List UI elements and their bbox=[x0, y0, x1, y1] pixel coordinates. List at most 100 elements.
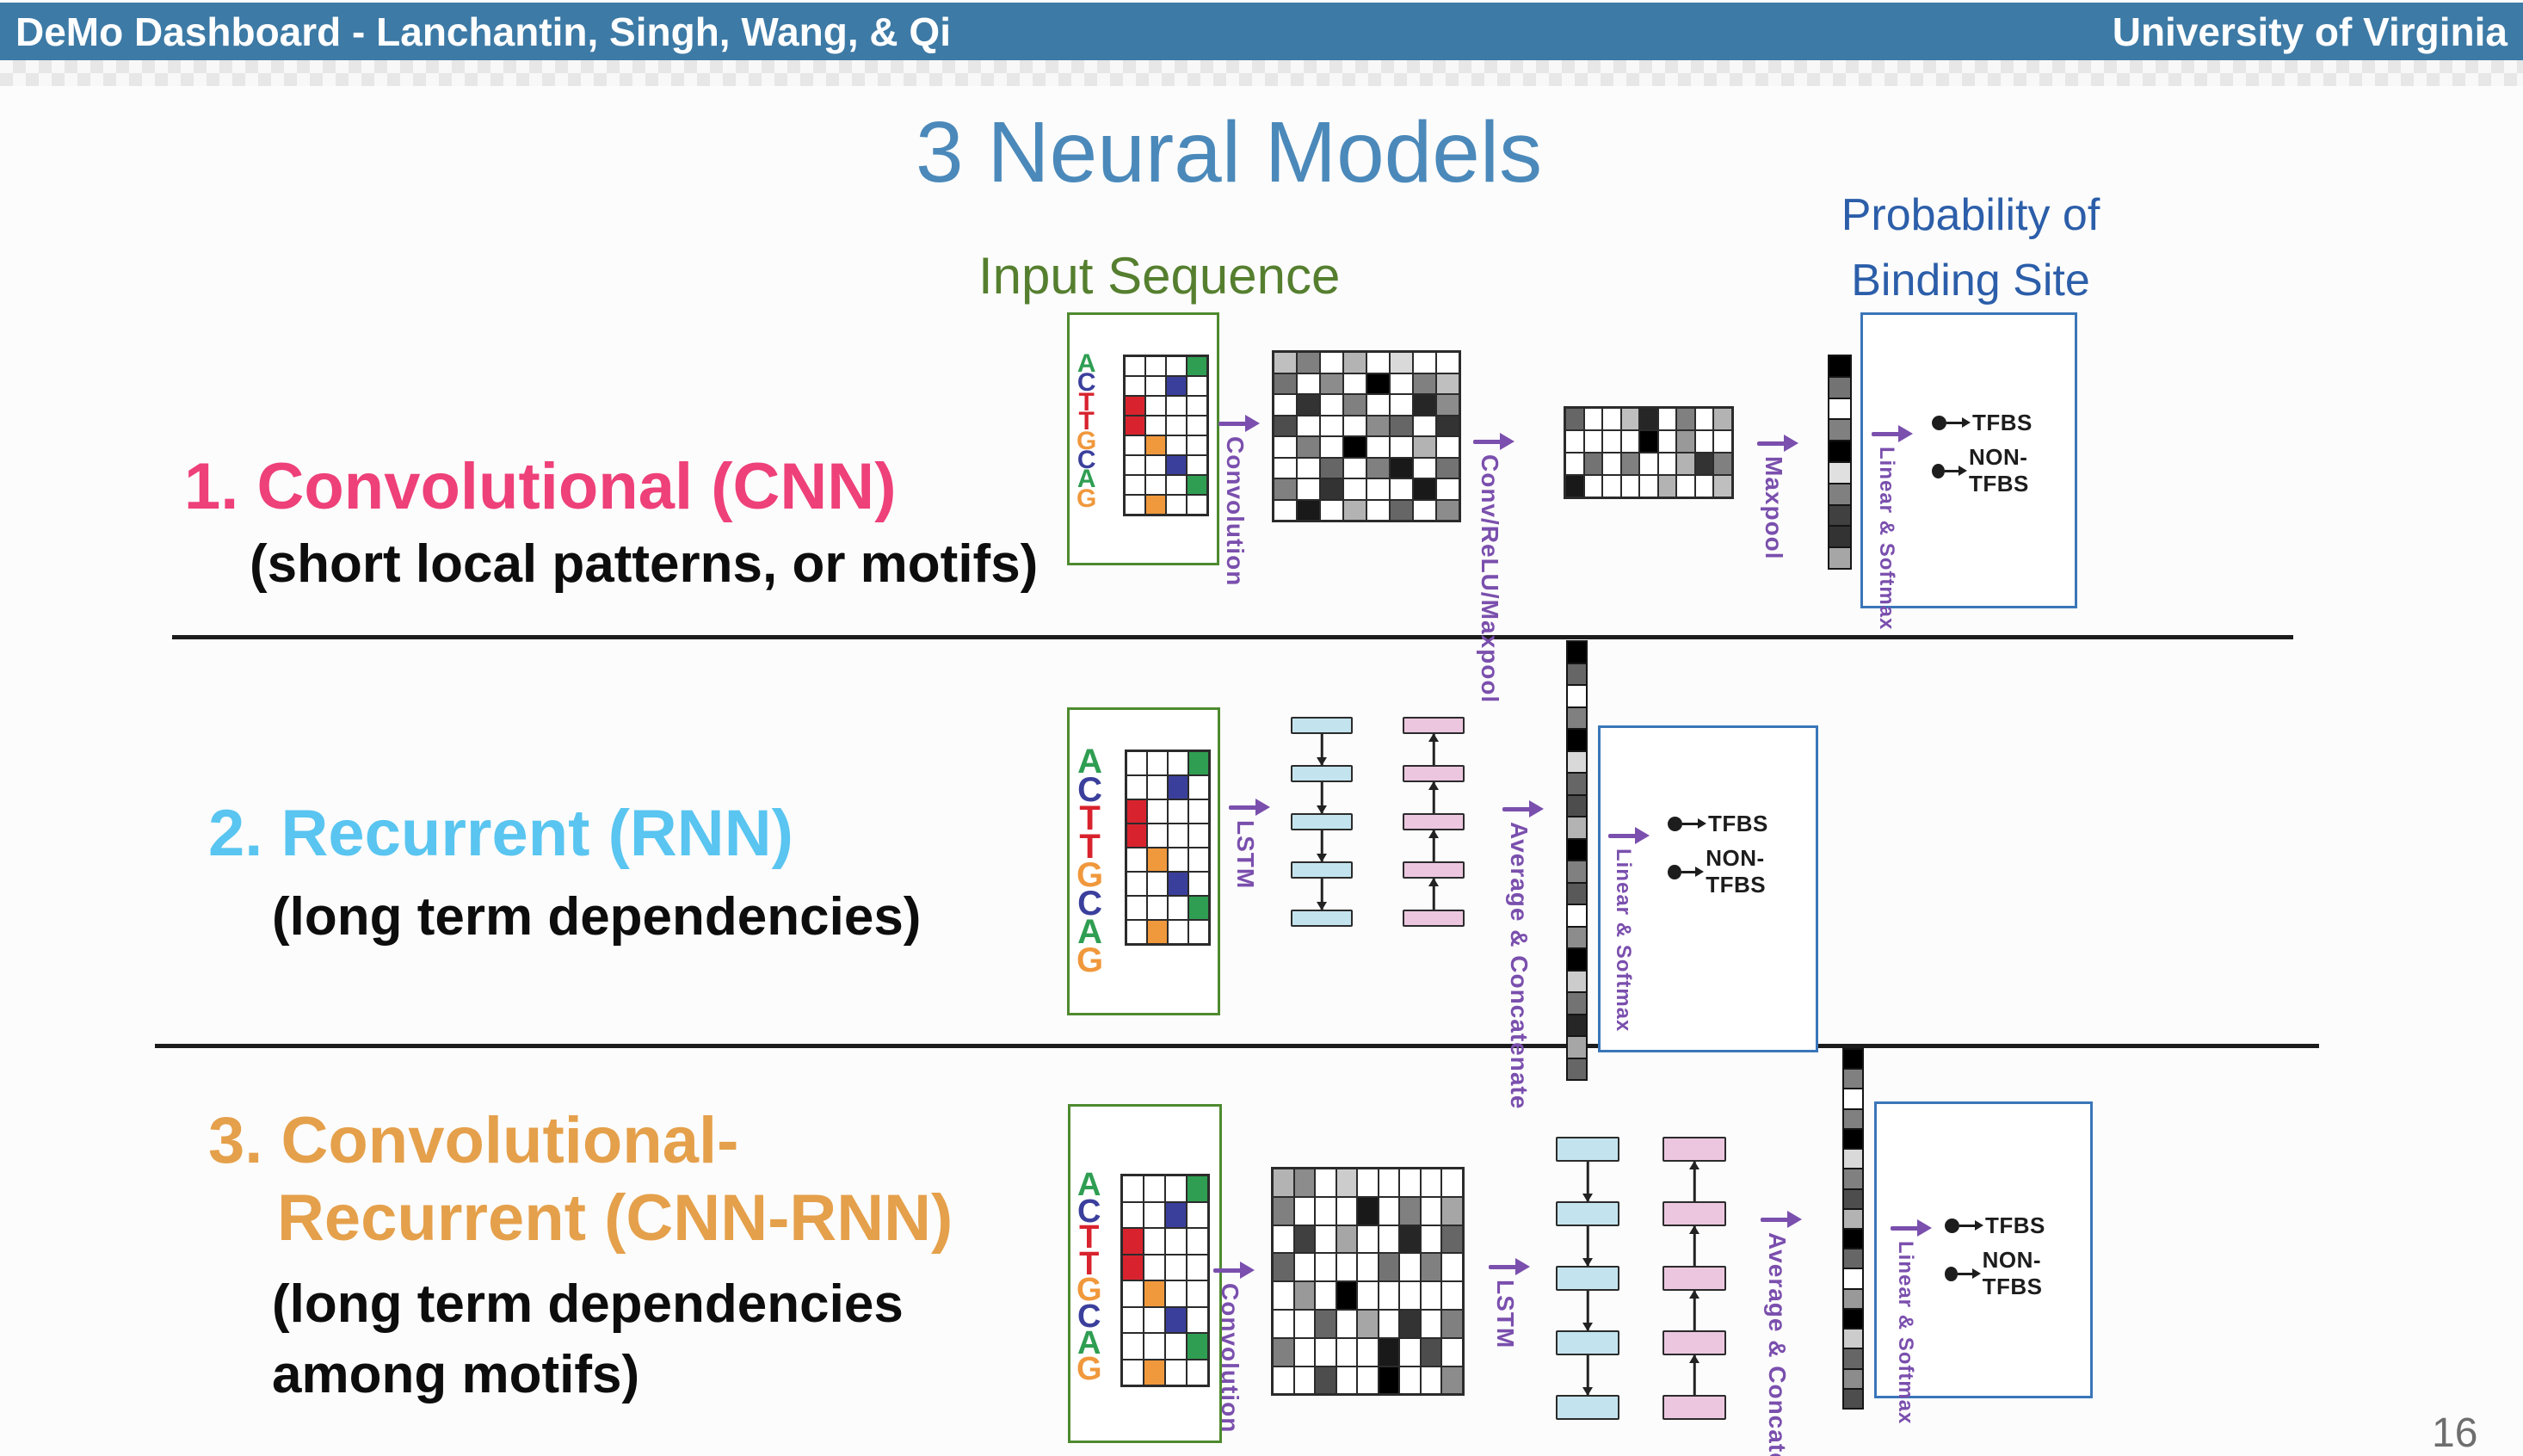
grid-cell bbox=[1145, 435, 1166, 455]
grid-cell bbox=[1273, 1253, 1294, 1282]
grid-cell bbox=[1602, 408, 1621, 430]
vector-cell bbox=[1568, 881, 1586, 904]
grid-cell bbox=[1126, 824, 1147, 848]
tfbs-row: TFBS bbox=[1668, 811, 1816, 837]
down-arrow-icon bbox=[1556, 1226, 1619, 1266]
grid-cell bbox=[1399, 1309, 1421, 1338]
grid-cell bbox=[1165, 1280, 1187, 1307]
grid-cell bbox=[1343, 352, 1366, 373]
grid-cell bbox=[1343, 457, 1366, 478]
grid-cell bbox=[1565, 430, 1584, 453]
non-tfbs-row: NON-TFBS bbox=[1668, 845, 1816, 898]
grid-cell bbox=[1274, 415, 1297, 436]
grid-cell bbox=[1399, 1281, 1421, 1310]
grid-cell bbox=[1144, 1359, 1165, 1385]
right-arrow-icon bbox=[1473, 433, 1514, 450]
down-arrow-icon bbox=[1291, 782, 1353, 813]
grid-cell bbox=[1125, 475, 1145, 495]
grid-cell bbox=[1188, 824, 1209, 848]
sequence-letter: G bbox=[1076, 1272, 1102, 1309]
grid-cell bbox=[1657, 475, 1676, 497]
grid-cell bbox=[1144, 1280, 1165, 1307]
grid-cell bbox=[1297, 436, 1320, 458]
grid-cell bbox=[1366, 478, 1390, 500]
rnn-backward-lstm-chain bbox=[1403, 717, 1465, 927]
grid-cell bbox=[1188, 872, 1209, 896]
vector-cell bbox=[1829, 418, 1850, 441]
right-arrow-icon bbox=[1213, 1262, 1255, 1279]
arrow-icon bbox=[1682, 818, 1706, 829]
down-arrow-icon bbox=[1291, 879, 1353, 910]
grid-cell bbox=[1126, 799, 1147, 824]
lstm-cell bbox=[1403, 861, 1465, 879]
lstm-cell bbox=[1291, 861, 1353, 879]
up-arrow-icon bbox=[1662, 1355, 1726, 1395]
lstm-cell bbox=[1662, 1395, 1726, 1420]
cnn-maxpool-step: Maxpool bbox=[1757, 435, 1798, 560]
grid-cell bbox=[1583, 453, 1602, 475]
convolution-label: Convolution bbox=[1217, 1283, 1243, 1434]
up-arrow-icon bbox=[1403, 734, 1465, 765]
sequence-letter: T bbox=[1079, 799, 1101, 837]
grid-cell bbox=[1147, 751, 1168, 775]
grid-cell bbox=[1165, 1228, 1187, 1255]
vector-cell bbox=[1844, 1348, 1862, 1368]
right-arrow-icon bbox=[1757, 435, 1798, 452]
grid-cell bbox=[1436, 373, 1459, 394]
grid-cell bbox=[1336, 1281, 1357, 1310]
grid-cell bbox=[1343, 499, 1366, 521]
sequence-letter: G bbox=[1076, 1351, 1102, 1388]
grid-cell bbox=[1315, 1225, 1336, 1254]
grid-cell bbox=[1187, 1306, 1208, 1333]
grid-cell bbox=[1187, 1201, 1208, 1228]
vector-cell bbox=[1568, 772, 1586, 794]
vector-cell bbox=[1844, 1227, 1862, 1249]
sequence-letter: A bbox=[1076, 465, 1096, 494]
vector-cell bbox=[1568, 925, 1586, 947]
vector-cell bbox=[1844, 1050, 1862, 1069]
tfbs-label: TFBS bbox=[1972, 410, 2033, 435]
grid-cell bbox=[1187, 1254, 1208, 1280]
grid-cell bbox=[1357, 1225, 1379, 1254]
grid-cell bbox=[1357, 1309, 1379, 1338]
grid-cell bbox=[1343, 415, 1366, 436]
grid-cell bbox=[1390, 499, 1413, 521]
cnnrnn-lstm-step: LSTM bbox=[1489, 1258, 1530, 1348]
cnnrnn-output-box: Linear & Softmax TFBS NON-TFBS bbox=[1874, 1101, 2093, 1424]
cnnrnn-feature-vector bbox=[1842, 1048, 1864, 1410]
grid-cell bbox=[1125, 495, 1145, 515]
sequence-letter: G bbox=[1076, 426, 1097, 455]
grid-cell bbox=[1336, 1196, 1357, 1225]
grid-cell bbox=[1378, 1253, 1399, 1282]
grid-cell bbox=[1122, 1254, 1144, 1280]
grid-cell bbox=[1413, 415, 1436, 436]
vector-cell bbox=[1829, 397, 1850, 419]
grid-cell bbox=[1420, 1281, 1441, 1310]
grid-cell bbox=[1399, 1253, 1421, 1282]
down-arrow-icon bbox=[1556, 1162, 1619, 1201]
sequence-letter: C bbox=[1077, 1298, 1101, 1335]
grid-cell bbox=[1145, 356, 1166, 376]
vector-cell bbox=[1568, 1013, 1586, 1035]
grid-cell bbox=[1126, 920, 1147, 944]
grid-cell bbox=[1602, 475, 1621, 497]
grid-cell bbox=[1122, 1228, 1144, 1255]
grid-cell bbox=[1188, 848, 1209, 872]
output-node-icon bbox=[1668, 864, 1681, 879]
grid-cell bbox=[1122, 1175, 1144, 1202]
grid-cell bbox=[1436, 352, 1459, 373]
lstm-cell bbox=[1291, 765, 1353, 782]
grid-cell bbox=[1583, 475, 1602, 497]
grid-cell bbox=[1315, 1366, 1336, 1395]
grid-cell bbox=[1413, 352, 1436, 373]
grid-cell bbox=[1165, 1254, 1187, 1280]
vector-cell bbox=[1568, 816, 1586, 838]
grid-cell bbox=[1273, 1281, 1294, 1310]
grid-cell bbox=[1126, 896, 1147, 920]
grid-cell bbox=[1441, 1253, 1463, 1282]
grid-cell bbox=[1125, 376, 1145, 396]
grid-cell bbox=[1366, 499, 1390, 521]
grid-cell bbox=[1166, 455, 1187, 475]
vector-cell bbox=[1844, 1088, 1862, 1108]
